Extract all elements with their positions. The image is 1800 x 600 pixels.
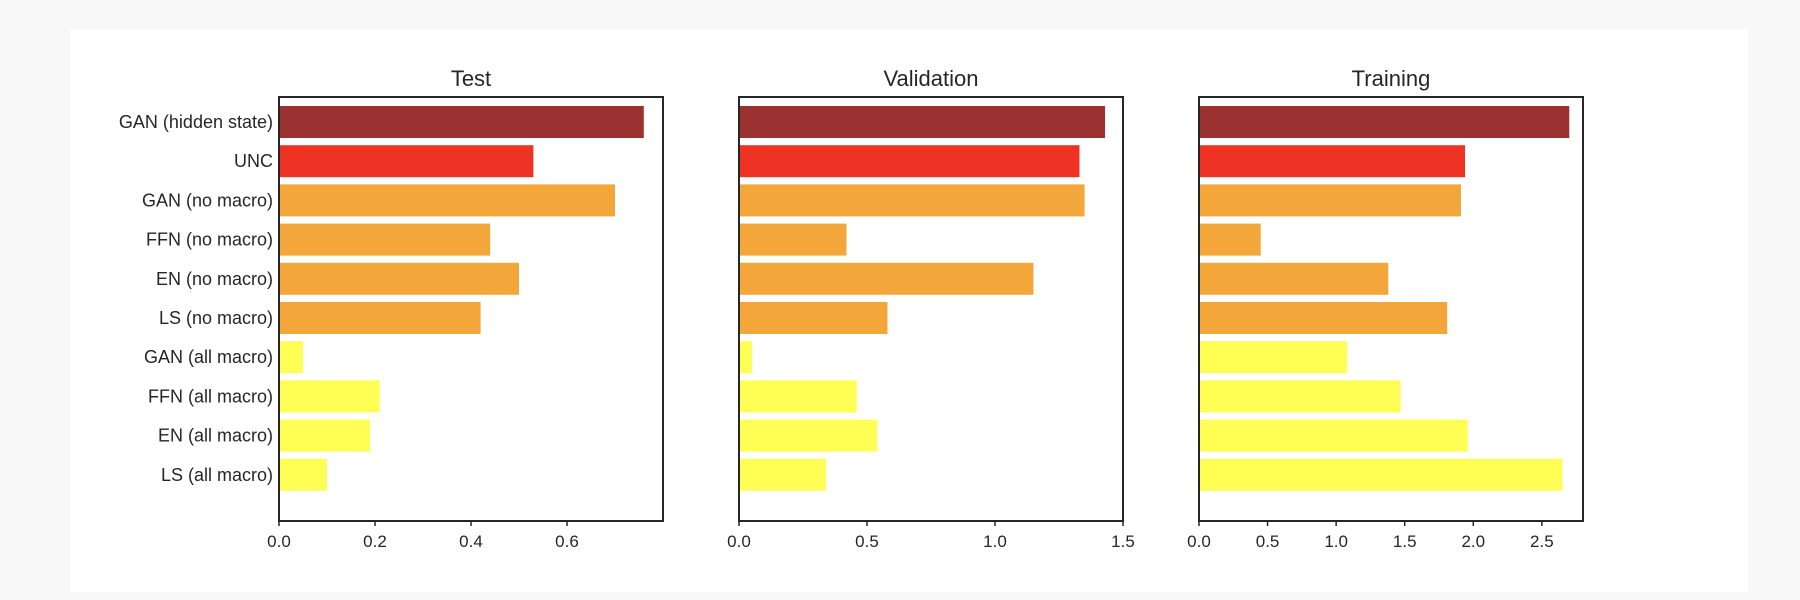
panel-training: Training 0.0 0.5 1.0 1.5 2.0 2.5 — [1187, 66, 1584, 551]
bar-ls-all-macro — [1199, 458, 1563, 491]
category-label: FFN (no macro) — [146, 230, 273, 250]
bar-gan-no-macro — [1199, 184, 1461, 217]
bar-ls-no-macro — [1199, 302, 1448, 334]
x-tick-label: 2.5 — [1530, 532, 1554, 551]
bar-ffn-no-macro — [739, 223, 847, 256]
panel-validation: Validation 0.0 0.5 1.0 1.5 — [727, 66, 1135, 551]
category-label: UNC — [234, 151, 273, 171]
x-tick-label: 0.2 — [363, 532, 387, 551]
bar-en-no-macro — [1199, 262, 1389, 295]
bar-gan-hidden-state — [279, 106, 644, 138]
bar-gan-all-macro — [1199, 341, 1348, 374]
category-label: GAN (all macro) — [144, 347, 273, 367]
x-tick-label: 0.0 — [727, 532, 751, 551]
x-tick-label: 0.4 — [459, 532, 483, 551]
bar-ls-all-macro — [739, 458, 827, 491]
axes-frame — [738, 96, 1124, 522]
bar-ffn-all-macro — [1199, 380, 1401, 413]
bar-gan-no-macro — [739, 184, 1085, 217]
bar-ffn-all-macro — [739, 380, 857, 413]
bar-en-all-macro — [1199, 419, 1468, 452]
bar-en-no-macro — [739, 262, 1034, 295]
bar-unc — [279, 145, 534, 178]
panel-title: Test — [451, 66, 491, 91]
bar-en-all-macro — [279, 419, 371, 452]
x-tick-label: 0.0 — [267, 532, 291, 551]
bar-ls-all-macro — [279, 458, 327, 491]
bar-ls-no-macro — [739, 302, 888, 334]
category-label: LS (no macro) — [159, 308, 273, 328]
panel-title: Validation — [884, 66, 979, 91]
category-label: EN (all macro) — [158, 426, 273, 446]
bar-en-all-macro — [739, 419, 878, 452]
chart-card: Test 0.0 0.2 0.4 0.6 GAN (hidden state) UNC GAN… — [70, 29, 1748, 592]
bar-gan-all-macro — [739, 341, 752, 374]
bar-ls-no-macro — [279, 302, 481, 334]
category-label: GAN (no macro) — [142, 190, 273, 210]
bar-en-no-macro — [279, 262, 519, 295]
panel-test: Test 0.0 0.2 0.4 0.6 GAN (hidden state) UNC GAN… — [119, 66, 664, 551]
x-tick-label: 2.0 — [1461, 532, 1485, 551]
x-tick-label: 0.5 — [1256, 532, 1280, 551]
x-tick-label: 0.5 — [855, 532, 879, 551]
bar-unc — [1199, 145, 1466, 178]
bar-gan-hidden-state — [1199, 106, 1570, 138]
bar-unc — [739, 145, 1080, 178]
x-tick-label: 0.6 — [555, 532, 579, 551]
panel-title: Training — [1352, 66, 1431, 91]
x-tick-label: 0.0 — [1187, 532, 1211, 551]
x-tick-label: 1.0 — [1324, 532, 1348, 551]
bar-ffn-no-macro — [279, 223, 491, 256]
bar-gan-hidden-state — [739, 106, 1106, 138]
category-label: GAN (hidden state) — [119, 112, 273, 132]
x-tick-label: 1.5 — [1111, 532, 1135, 551]
x-tick-label: 1.5 — [1393, 532, 1417, 551]
bar-chart: Test 0.0 0.2 0.4 0.6 GAN (hidden state) UNC GAN… — [119, 66, 1584, 551]
bar-ffn-all-macro — [279, 380, 380, 413]
category-label: FFN (all macro) — [148, 386, 273, 406]
bar-gan-no-macro — [279, 184, 615, 217]
axes-frame — [1198, 96, 1584, 522]
bar-gan-all-macro — [279, 341, 303, 374]
category-label: EN (no macro) — [156, 269, 273, 289]
x-tick-label: 1.0 — [983, 532, 1007, 551]
category-label: LS (all macro) — [161, 465, 273, 485]
bar-ffn-no-macro — [1199, 223, 1261, 256]
